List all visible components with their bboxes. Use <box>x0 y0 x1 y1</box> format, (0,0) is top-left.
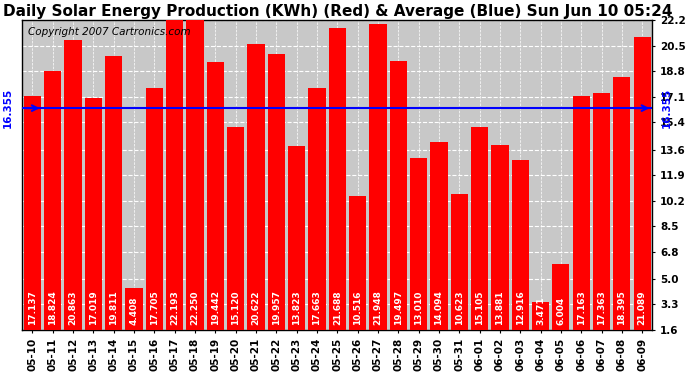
Text: 16.355: 16.355 <box>662 88 672 128</box>
Text: 10.623: 10.623 <box>455 291 464 325</box>
Text: 22.193: 22.193 <box>170 291 179 325</box>
Bar <box>186 20 204 330</box>
Title: Daily Solar Energy Production (KWh) (Red) & Average (Blue) Sun Jun 10 05:24: Daily Solar Energy Production (KWh) (Red… <box>3 4 672 19</box>
Bar <box>268 54 285 330</box>
Bar <box>23 96 41 330</box>
Bar <box>288 146 305 330</box>
Text: 21.688: 21.688 <box>333 291 342 325</box>
Bar <box>126 288 143 330</box>
Bar <box>85 98 102 330</box>
Text: 17.705: 17.705 <box>150 291 159 325</box>
Text: 17.663: 17.663 <box>313 291 322 325</box>
Text: 17.019: 17.019 <box>89 291 98 325</box>
Bar <box>105 56 122 330</box>
Bar <box>247 44 264 330</box>
Text: 10.516: 10.516 <box>353 291 362 325</box>
Text: 6.004: 6.004 <box>556 297 565 325</box>
Bar <box>633 37 651 330</box>
Bar <box>511 160 529 330</box>
Text: 21.948: 21.948 <box>373 290 382 325</box>
Text: 17.137: 17.137 <box>28 290 37 325</box>
Text: 13.881: 13.881 <box>495 291 504 325</box>
Bar <box>532 302 549 330</box>
Text: 20.622: 20.622 <box>251 291 260 325</box>
Text: 19.811: 19.811 <box>109 291 118 325</box>
Bar <box>349 196 366 330</box>
Bar <box>552 264 569 330</box>
Bar <box>44 71 61 330</box>
Text: 18.395: 18.395 <box>618 291 627 325</box>
Bar <box>573 96 590 330</box>
Bar <box>390 61 407 330</box>
Text: 17.163: 17.163 <box>577 291 586 325</box>
Bar <box>227 127 244 330</box>
Bar <box>146 88 163 330</box>
Text: 19.497: 19.497 <box>394 290 403 325</box>
Text: 14.094: 14.094 <box>435 290 444 325</box>
Text: Copyright 2007 Cartronics.com: Copyright 2007 Cartronics.com <box>28 27 191 36</box>
Text: 3.471: 3.471 <box>536 297 545 325</box>
Text: 19.442: 19.442 <box>210 290 220 325</box>
Text: 12.916: 12.916 <box>515 291 524 325</box>
Text: 21.089: 21.089 <box>638 291 647 325</box>
Text: 4.408: 4.408 <box>130 297 139 325</box>
Text: 20.863: 20.863 <box>68 291 77 325</box>
Text: 13.823: 13.823 <box>292 291 301 325</box>
Bar <box>491 146 509 330</box>
Bar <box>451 194 468 330</box>
Bar <box>593 93 610 330</box>
Text: 18.824: 18.824 <box>48 291 57 325</box>
Bar <box>308 88 326 330</box>
Text: 13.010: 13.010 <box>414 291 423 325</box>
Bar <box>471 127 489 330</box>
Bar <box>206 62 224 330</box>
Bar <box>369 24 386 330</box>
Bar <box>410 158 427 330</box>
Bar <box>166 21 184 330</box>
Text: 15.105: 15.105 <box>475 291 484 325</box>
Bar <box>431 142 448 330</box>
Bar <box>64 40 81 330</box>
Text: 15.120: 15.120 <box>231 291 240 325</box>
Bar <box>328 28 346 330</box>
Text: 22.250: 22.250 <box>190 291 199 325</box>
Bar <box>613 78 631 330</box>
Text: 16.355: 16.355 <box>3 88 12 128</box>
Text: 17.363: 17.363 <box>597 291 606 325</box>
Text: 19.957: 19.957 <box>272 290 281 325</box>
